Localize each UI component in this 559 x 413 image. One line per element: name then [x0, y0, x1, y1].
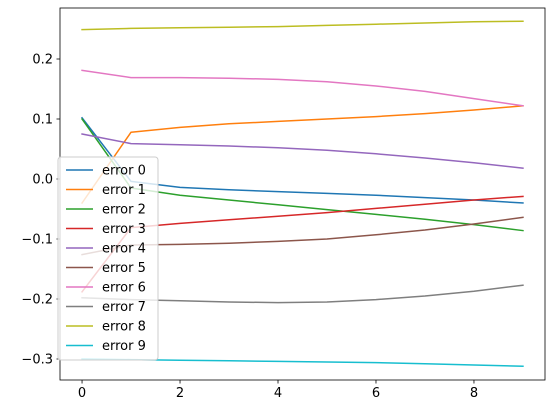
- x-tick-label: 0: [78, 386, 86, 401]
- y-tick-label: 0.2: [32, 53, 53, 68]
- y-tick-label: 0.1: [32, 113, 53, 128]
- x-axis: 0 2 4 6 8: [78, 380, 478, 401]
- x-tick-label: 8: [470, 386, 478, 401]
- legend-label-error-4: error 4: [102, 242, 146, 257]
- legend-label-error-2: error 2: [102, 203, 146, 218]
- legend-label-error-8: error 8: [102, 320, 146, 335]
- series-line-error-4: [81, 133, 524, 170]
- legend-label-error-9: error 9: [102, 339, 146, 354]
- y-tick-label: −0.3: [21, 353, 53, 368]
- x-tick-label: 6: [372, 386, 380, 401]
- x-tick-label: 4: [274, 386, 282, 401]
- legend-label-error-5: error 5: [102, 261, 146, 276]
- legend-label-error-0: error 0: [102, 164, 146, 179]
- y-tick-label: −0.1: [21, 233, 53, 248]
- series-line-error-8: [81, 20, 524, 31]
- y-tick-label: 0.0: [32, 173, 53, 188]
- x-tick-label: 2: [176, 386, 184, 401]
- y-tick-label: −0.2: [21, 293, 53, 308]
- legend-label-error-3: error 3: [102, 222, 146, 237]
- series-line-error-1: [81, 104, 524, 205]
- legend: error 0 error 1 error 2 error 3 error 4 error…: [57, 156, 159, 361]
- y-axis: −0.3 −0.2 −0.1 0.0 0.1 0.2: [21, 53, 60, 368]
- legend-box: [57, 156, 159, 361]
- legend-label-error-7: error 7: [102, 300, 146, 315]
- legend-label-error-1: error 1: [102, 183, 146, 198]
- legend-label-error-6: error 6: [102, 281, 146, 296]
- series-line-error-6: [81, 69, 524, 107]
